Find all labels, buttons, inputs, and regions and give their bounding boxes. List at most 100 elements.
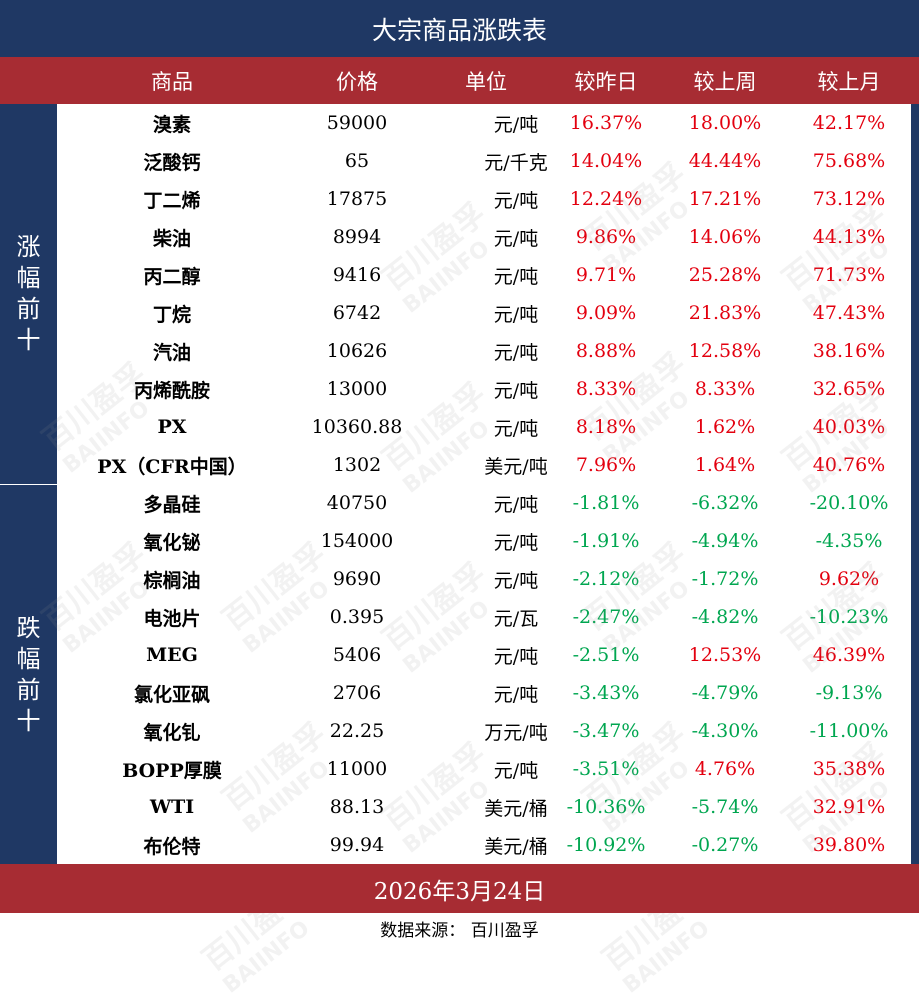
price-value: 59000 <box>326 112 388 134</box>
change-vs-last-month: 40.03% <box>812 416 886 438</box>
column-header-vs-last-week: 较上周 <box>693 69 757 94</box>
commodity-name: 泛酸钙 <box>143 151 201 174</box>
change-vs-last-month: -4.35% <box>815 530 883 552</box>
change-vs-yesterday: -10.36% <box>566 796 646 818</box>
change-vs-last-month: 46.39% <box>812 644 886 666</box>
commodity-name: 氧化铋 <box>143 531 201 554</box>
change-vs-last-month: 42.17% <box>812 112 886 134</box>
change-vs-last-week: -4.94% <box>691 530 759 552</box>
commodity-name: 溴素 <box>152 113 191 136</box>
table-row: 棕榈油 9690 元/吨 -2.12% -1.72% 9.62% <box>57 560 911 598</box>
change-vs-last-week: 12.53% <box>688 644 762 666</box>
table-title: 大宗商品涨跌表 <box>0 0 919 57</box>
commodity-name: PX（CFR中国） <box>97 455 247 478</box>
price-value: 9416 <box>332 264 382 286</box>
change-vs-last-month: -9.13% <box>815 682 883 704</box>
table-row: 汽油 10626 元/吨 8.88% 12.58% 38.16% <box>57 332 911 370</box>
section-label-losers: 跌幅前十 <box>0 485 57 864</box>
losers-label-text: 跌幅前十 <box>16 613 41 735</box>
change-vs-last-month: 75.68% <box>812 150 886 172</box>
unit-value: 美元/桶 <box>484 835 548 858</box>
change-vs-last-week: 12.58% <box>688 340 762 362</box>
commodity-name: 丙二醇 <box>143 265 201 288</box>
price-value: 22.25 <box>329 720 385 742</box>
change-vs-last-month: 39.80% <box>812 834 886 856</box>
change-vs-yesterday: 12.24% <box>569 188 643 210</box>
unit-value: 元/吨 <box>493 531 539 554</box>
commodity-name: 汽油 <box>152 341 191 364</box>
price-value: 5406 <box>332 644 382 666</box>
column-header-unit: 单位 <box>465 69 507 94</box>
change-vs-last-week: -5.74% <box>691 796 759 818</box>
unit-value: 元/吨 <box>493 645 539 668</box>
change-vs-last-week: -1.72% <box>691 568 759 590</box>
table-row: 布伦特 99.94 美元/桶 -10.92% -0.27% 39.80% <box>57 826 911 864</box>
change-vs-yesterday: -3.51% <box>572 758 640 780</box>
commodity-name: 氧化钆 <box>143 721 201 744</box>
change-vs-yesterday: 9.86% <box>575 226 637 248</box>
change-vs-last-week: 44.44% <box>688 150 762 172</box>
unit-value: 元/吨 <box>493 379 539 402</box>
right-border-bar <box>911 104 919 864</box>
change-vs-last-week: 1.62% <box>694 416 756 438</box>
change-vs-yesterday: -1.81% <box>572 492 640 514</box>
price-value: 8994 <box>332 226 382 248</box>
change-vs-last-week: -4.30% <box>691 720 759 742</box>
change-vs-last-month: 44.13% <box>812 226 886 248</box>
change-vs-yesterday: -3.47% <box>572 720 640 742</box>
table-row: PX 10360.88 元/吨 8.18% 1.62% 40.03% <box>57 408 911 446</box>
change-vs-yesterday: 7.96% <box>575 454 637 476</box>
unit-value: 元/吨 <box>493 227 539 250</box>
price-value: 11000 <box>326 758 388 780</box>
table-row: 泛酸钙 65 元/千克 14.04% 44.44% 75.68% <box>57 142 911 180</box>
change-vs-last-month: 71.73% <box>812 264 886 286</box>
table-row: 丙二醇 9416 元/吨 9.71% 25.28% 71.73% <box>57 256 911 294</box>
table-row: 丁烷 6742 元/吨 9.09% 21.83% 47.43% <box>57 294 911 332</box>
commodity-name: 棕榈油 <box>143 569 201 592</box>
section-label-gainers: 涨幅前十 <box>0 104 57 484</box>
commodity-name: 电池片 <box>143 607 201 630</box>
commodity-name: 丁二烯 <box>143 189 201 212</box>
change-vs-last-week: -4.79% <box>691 682 759 704</box>
commodity-name: 多晶硅 <box>143 493 201 516</box>
commodity-name: 丁烷 <box>152 303 191 326</box>
price-value: 9690 <box>332 568 382 590</box>
table-row: 丙烯酰胺 13000 元/吨 8.33% 8.33% 32.65% <box>57 370 911 408</box>
unit-value: 元/吨 <box>493 303 539 326</box>
unit-value: 元/瓦 <box>493 607 539 630</box>
commodity-name: PX <box>157 416 187 438</box>
price-value: 2706 <box>332 682 382 704</box>
change-vs-last-month: 47.43% <box>812 302 886 324</box>
column-header-vs-yesterday: 较昨日 <box>574 69 638 94</box>
change-vs-yesterday: -10.92% <box>566 834 646 856</box>
change-vs-last-month: -10.23% <box>809 606 889 628</box>
change-vs-last-month: 32.65% <box>812 378 886 400</box>
table-body: 溴素 59000 元/吨 16.37% 18.00% 42.17% 泛酸钙 65 元/千克 14.… <box>57 104 911 864</box>
change-vs-last-month: 9.62% <box>818 568 880 590</box>
unit-value: 美元/桶 <box>484 797 548 820</box>
price-value: 0.395 <box>329 606 385 628</box>
price-value: 154000 <box>320 530 394 552</box>
unit-value: 元/吨 <box>493 417 539 440</box>
change-vs-yesterday: -2.51% <box>572 644 640 666</box>
unit-value: 元/吨 <box>493 759 539 782</box>
unit-value: 元/吨 <box>493 569 539 592</box>
change-vs-last-month: 35.38% <box>812 758 886 780</box>
change-vs-yesterday: 8.18% <box>575 416 637 438</box>
gainers-label-text: 涨幅前十 <box>16 233 41 354</box>
change-vs-yesterday: -2.47% <box>572 606 640 628</box>
change-vs-last-week: 1.64% <box>694 454 756 476</box>
change-vs-last-month: 38.16% <box>812 340 886 362</box>
table-row: 氯化亚砜 2706 元/吨 -3.43% -4.79% -9.13% <box>57 674 911 712</box>
change-vs-last-week: 21.83% <box>688 302 762 324</box>
column-header-row: 商品 价格 单位 较昨日 较上周 较上月 <box>0 57 919 104</box>
table-row: MEG 5406 元/吨 -2.51% 12.53% 46.39% <box>57 636 911 674</box>
commodity-name: 氯化亚砜 <box>133 683 210 706</box>
price-value: 99.94 <box>329 834 385 856</box>
price-value: 10360.88 <box>311 416 403 438</box>
table-row: PX（CFR中国） 1302 美元/吨 7.96% 1.64% 40.76% <box>57 446 911 484</box>
unit-value: 元/千克 <box>484 151 548 174</box>
column-header-price: 价格 <box>336 69 378 94</box>
commodity-name: BOPP厚膜 <box>122 759 222 782</box>
unit-value: 元/吨 <box>493 683 539 706</box>
